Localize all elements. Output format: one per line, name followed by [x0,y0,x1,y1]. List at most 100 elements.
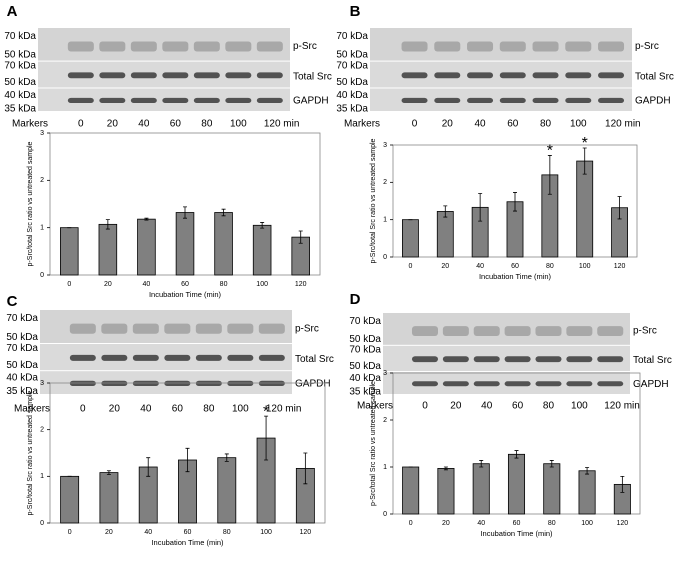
y-tick-label: 3 [383,370,387,377]
marker-label: 35 kDa [349,386,381,397]
lane-label: 20 [109,404,121,415]
lane-label: Markers [12,119,48,130]
blot-band [499,97,526,104]
blot-band [504,356,531,363]
bar [175,212,195,276]
lane-label: 60 [170,119,182,130]
bar [402,466,420,515]
blot-band [195,354,222,361]
error-bar [264,415,269,461]
x-tick-label: 40 [143,281,151,288]
significance-star: * [547,143,553,160]
blot-band [101,323,128,334]
blot-band [162,97,189,104]
blot-band [467,41,494,52]
blot-band [566,326,593,336]
error-bar [224,453,229,462]
blot-band [535,381,562,387]
blot-band [442,326,469,336]
blot-band [401,41,428,52]
x-tick-label: 100 [256,281,268,288]
marker-label: 40 kDa [4,90,36,101]
blot-band [434,72,461,79]
bar [99,472,119,524]
blot-band [193,41,220,52]
blot-band [193,72,220,79]
lane-label: Markers [14,404,50,415]
error-bar [478,193,483,222]
marker-label: 50 kDa [6,360,38,371]
blot-band [69,323,96,334]
y-tick-label: 1 [383,464,387,471]
protein-label: p-Src [293,41,317,52]
error-bar [585,467,590,475]
x-tick-label: 100 [581,520,593,527]
marker-label: 70 kDa [336,31,368,42]
blot-band [499,41,526,52]
blot-band [67,97,94,104]
y-axis-label: p-Src/total Src ratio vs untreated sampl… [27,141,34,266]
marker-label: 50 kDa [349,361,381,372]
x-tick-label: 80 [548,520,556,527]
x-tick-label: 40 [144,529,152,536]
significance-star: * [263,403,269,420]
y-tick-label: 2 [40,177,44,184]
bar [578,470,596,515]
marker-label: 35 kDa [336,103,368,114]
lane-label: 0 [412,119,418,130]
blot-band [99,97,126,104]
x-tick-label: 0 [68,529,72,536]
blot-band [225,41,252,52]
lane-label: 60 [507,119,519,130]
blot-band [535,326,562,336]
marker-label: 35 kDa [4,103,36,114]
protein-label: Total Src [635,71,674,82]
bar [436,211,454,258]
lane-label: 60 [172,404,184,415]
error-bar [260,222,265,229]
x-tick-label: 60 [513,520,521,527]
bar [214,212,233,276]
blot-band [566,381,593,387]
blot-band [99,72,126,79]
x-tick-label: 60 [511,263,519,270]
lane-label: 120 min [266,404,302,415]
blot-band [99,41,126,52]
bar [137,218,156,276]
blot-band [473,381,500,387]
marker-label: 50 kDa [6,332,38,343]
lane-label: 100 [571,401,588,412]
x-tick-label: 40 [476,263,484,270]
y-axis-label: p-Src/total Src ratio vs untreated sampl… [370,381,377,506]
marker-label: 40 kDa [6,373,38,384]
protein-label: Total Src [293,71,332,82]
y-tick-label: 0 [40,520,44,527]
y-tick-label: 3 [383,142,387,149]
x-axis-label: Incubation Time (min) [151,538,224,547]
blot-band [162,72,189,79]
lane-label: 40 [138,119,150,130]
lane-label: 0 [80,404,86,415]
blot-band [598,97,625,104]
x-tick-label: 20 [441,263,449,270]
error-bar [144,217,149,221]
lane-label: 80 [543,401,555,412]
lane-label: 0 [422,401,428,412]
blot-band [411,356,438,363]
blot-band [565,97,592,104]
x-tick-label: 20 [104,281,112,288]
bar [437,468,455,515]
blot-band [473,356,500,363]
y-tick-label: 0 [383,511,387,518]
blot-band [195,323,222,334]
x-axis-label: Incubation Time (min) [149,290,222,299]
bar [543,463,561,515]
blot-band [227,323,254,334]
protein-label: GAPDH [293,96,329,107]
blot-band [69,354,96,361]
blot-band [535,356,562,363]
protein-label: GAPDH [635,96,671,107]
x-tick-label: 80 [220,281,228,288]
blot-band [164,323,191,334]
